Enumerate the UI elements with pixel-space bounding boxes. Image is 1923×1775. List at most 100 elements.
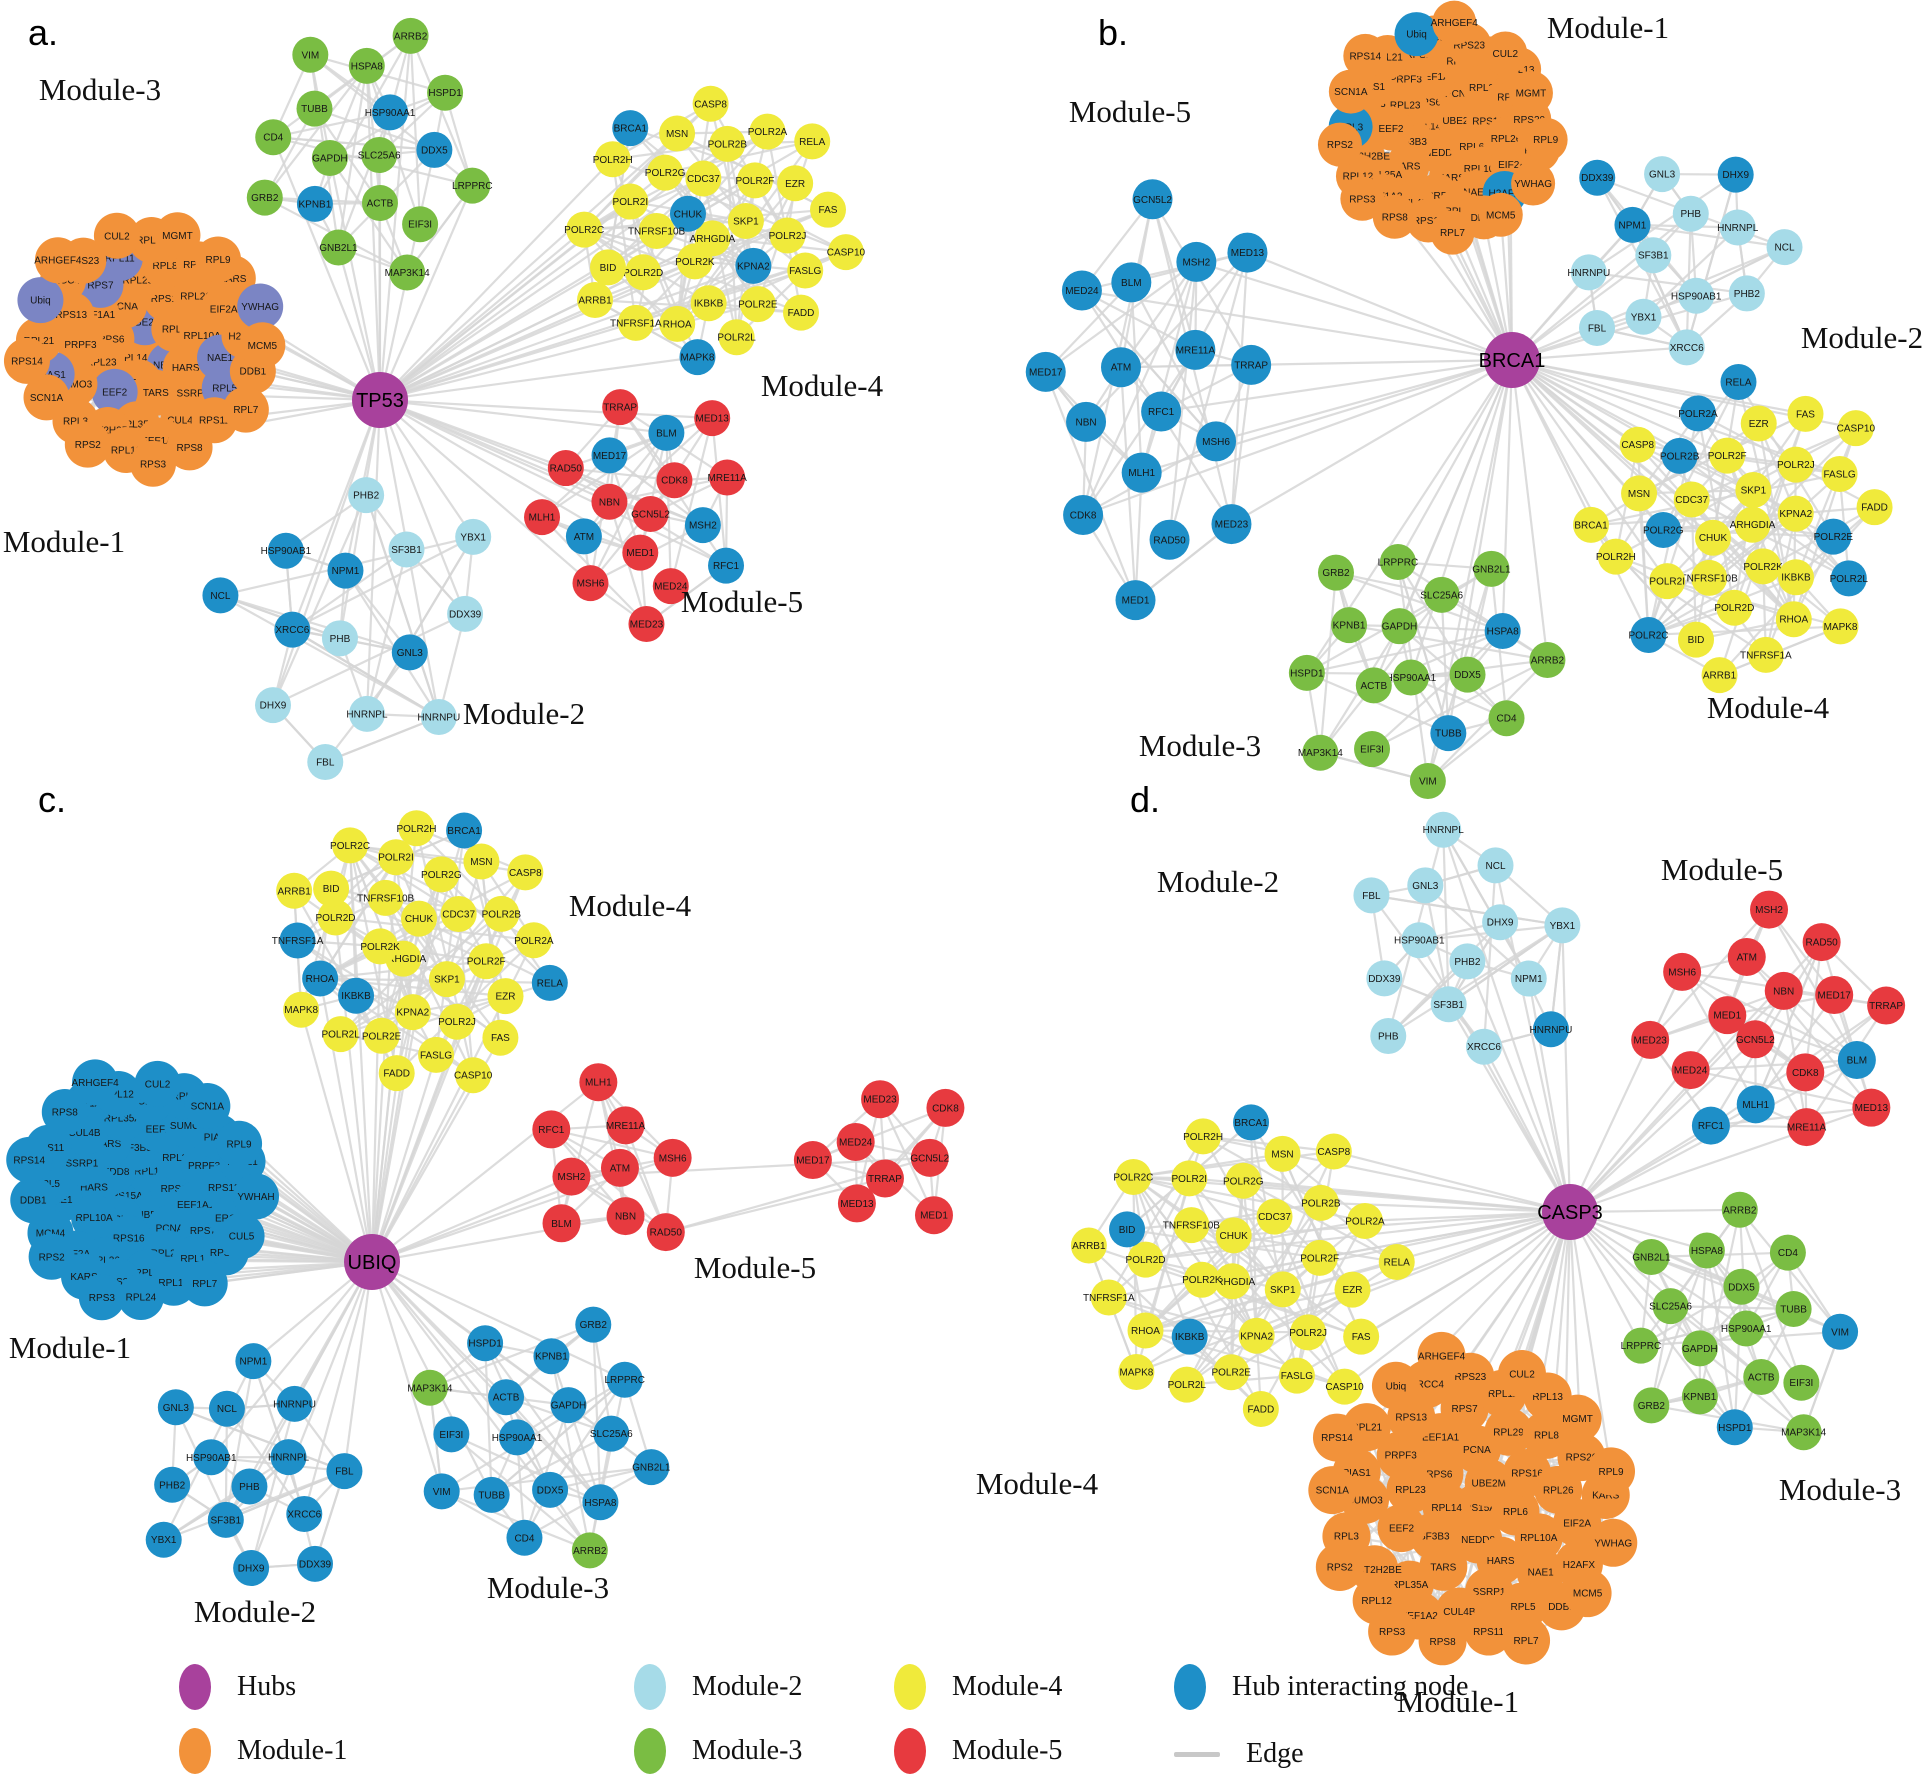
hub-label: TP53 [356,390,404,412]
node-MSH2: MSH2 [552,1157,591,1196]
node-label: KPNA2 [737,261,770,272]
node-MRE11A: MRE11A [708,459,747,496]
node-MED17: MED17 [1025,351,1066,392]
node-DDX39: DDX39 [447,595,484,632]
node-label: RPS16 [151,294,183,305]
node-label: RPL10A [1520,1533,1558,1544]
node-RPL29: RPL29 [1484,1407,1533,1456]
node-SKP1: SKP1 [1264,1271,1301,1308]
node-NCL: NCL [202,577,239,614]
node-label: LRPPRC [452,181,493,192]
node-MSH6: MSH6 [653,1138,692,1177]
node-label: HNRNPU [1567,268,1610,279]
node-label: MSH2 [558,1172,586,1183]
node-MED23: MED23 [1631,1020,1670,1059]
node-MLH1: MLH1 [579,1063,618,1102]
node-label: YBX1 [1550,921,1576,932]
node-label: PCNA [110,301,138,312]
node-POLR2A: POLR2A [748,113,788,150]
node-label: POLR2L [717,333,756,344]
node-XRCC6: XRCC6 [1668,329,1705,366]
node-EIF3I: EIF3I [1783,1364,1820,1401]
node-label: SSRP1 [65,1158,98,1169]
node-CDC37: CDC37 [1673,481,1710,518]
node-label: MED13 [1231,248,1265,259]
node-label: MLH1 [1128,468,1155,479]
node-label: MSH6 [1668,967,1696,978]
node-label: GCN5L2 [1736,1035,1775,1046]
node-GAPDH: GAPDH [1381,608,1418,645]
node-RELA: RELA [794,123,831,160]
node-label: POLR2I [613,197,649,208]
node-CDK8: CDK8 [1786,1053,1825,1092]
node-label: DDX39 [449,609,482,620]
node-label: FBL [1362,891,1381,902]
node-CHUK: CHUK [1695,519,1732,556]
node-label: PHB [1680,209,1701,220]
node-label: NAE1 [207,353,234,364]
node-ACTB: ACTB [1743,1358,1780,1395]
node-SLC25A6: SLC25A6 [1649,1288,1692,1325]
node-label: RPS23 [1455,1372,1487,1383]
node-label: RPS2 [39,1252,66,1263]
node-label: RPS11 [1473,1627,1504,1638]
node-RPS14: RPS14 [1343,33,1388,78]
node-label: Ubiq [1386,1381,1407,1392]
node-label: NEDD8 [1424,148,1458,159]
node-label: FADD [788,308,815,319]
node-POLR2H: POLR2H [396,810,436,847]
node-label: TRRAP [868,1174,902,1185]
node-MAPK8: MAPK8 [1118,1353,1155,1390]
node-POLR2D: POLR2D [1714,589,1754,626]
node-HNRNPU: HNRNPU [417,699,460,736]
node-label: EEF1A1 [177,1200,215,1211]
node-label: YWHAH [237,1192,274,1203]
node-label: CUL4B [68,1128,101,1139]
node-TNFRSF10B: TNFRSF10B [357,879,415,916]
node-label: RPL13 [158,1278,189,1289]
node-label: CDC37 [442,909,475,920]
node-label: HSP90AB1 [1394,936,1445,947]
node-label: RPL6 [1503,1507,1528,1518]
legend-label: Module-4 [952,1671,1063,1702]
node-label: POLR2A [1345,1216,1385,1227]
node-label: KPNB1 [1333,621,1366,632]
node-label: RPL9 [1599,1467,1624,1478]
node-SKP1: SKP1 [428,961,465,998]
node-label: RPS6 [1415,97,1442,108]
node-EEF2: EEF2 [1377,1504,1426,1553]
node-RPL7: RPL7 [1430,210,1475,255]
node-CASP10: CASP10 [454,1057,493,1094]
module-label: Module-3 [1779,1472,1901,1507]
node-label: EIF2A [1563,1518,1591,1529]
node-label: RPL12 [103,1089,134,1100]
node-label: RPL14 [117,353,148,364]
node-label: EEF1A2 [1401,1611,1439,1622]
node-SLC25A6: SLC25A6 [358,137,401,174]
node-GCN5L2: GCN5L2 [1736,1020,1775,1059]
node-label: RPL3 [63,417,88,428]
node-label: RPL26 [180,291,211,302]
node-RPL7: RPL7 [222,386,269,433]
node-label: HSP90AB1 [186,1453,237,1464]
panel-TP53: SLC25A6 GAPDH HSP90AA1 ACTB TUBB DDX5 KPNB1 HSP… [3,12,884,780]
node-FAS: FAS [1787,395,1824,432]
panel-BRCA1: RFC1 ATM MRE11A MLH1 BLM MSH6 NBN MSH2 RAD50 MED2… [1025,0,1923,799]
node-label: NCL [1486,861,1506,872]
node-label: RPL35A [104,1114,142,1125]
node-MSN: MSN [1621,475,1658,512]
node-MLH1: MLH1 [524,499,561,536]
node-label: GRB2 [1638,1401,1666,1412]
node-label: RPL5 [212,384,237,395]
node-label: CUL2 [1493,49,1519,60]
node-label: CHUK [405,914,434,925]
node-label: DDX39 [1581,173,1614,184]
node-POLR2I: POLR2I [377,839,414,876]
node-label: MED23 [630,619,664,630]
node-label: POLR2D [1126,1255,1166,1266]
module-1-swatch [179,1728,211,1774]
node-label: HARS [80,1183,108,1194]
node-label: TARS [1430,1562,1456,1573]
node-NCL: NCL [208,1390,245,1427]
node-TNFRSF1A: TNFRSF1A [1740,636,1792,673]
